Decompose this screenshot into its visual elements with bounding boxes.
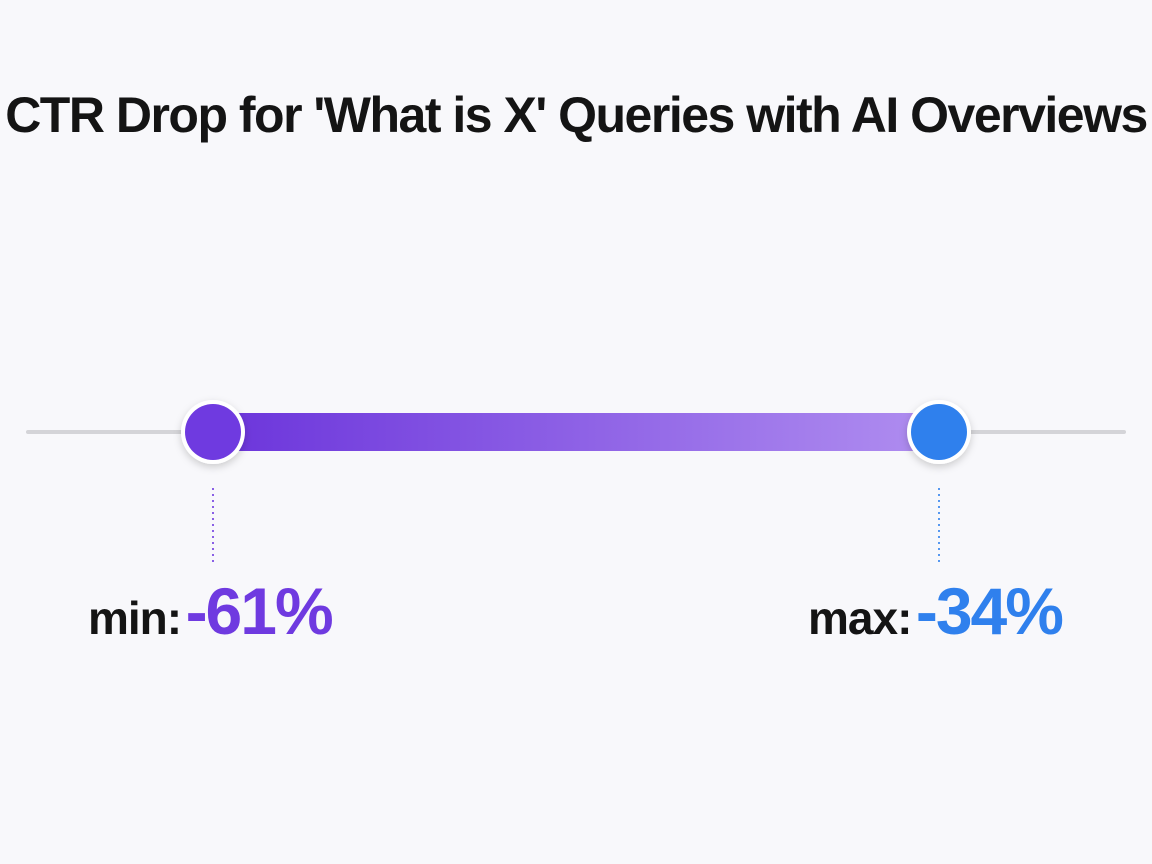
chart-title: CTR Drop for 'What is X' Queries with AI… [5, 87, 1148, 143]
max-knob [911, 404, 967, 460]
range-bar [213, 413, 939, 451]
min-knob [185, 404, 241, 460]
min-value-label: min: -61% [88, 578, 334, 644]
max-value: -34% [915, 574, 1064, 648]
max-value-label: max: -34% [808, 578, 1064, 644]
min-value: -61% [185, 574, 334, 648]
min-label-prefix: min: [88, 592, 182, 644]
max-label-prefix: max: [808, 592, 912, 644]
